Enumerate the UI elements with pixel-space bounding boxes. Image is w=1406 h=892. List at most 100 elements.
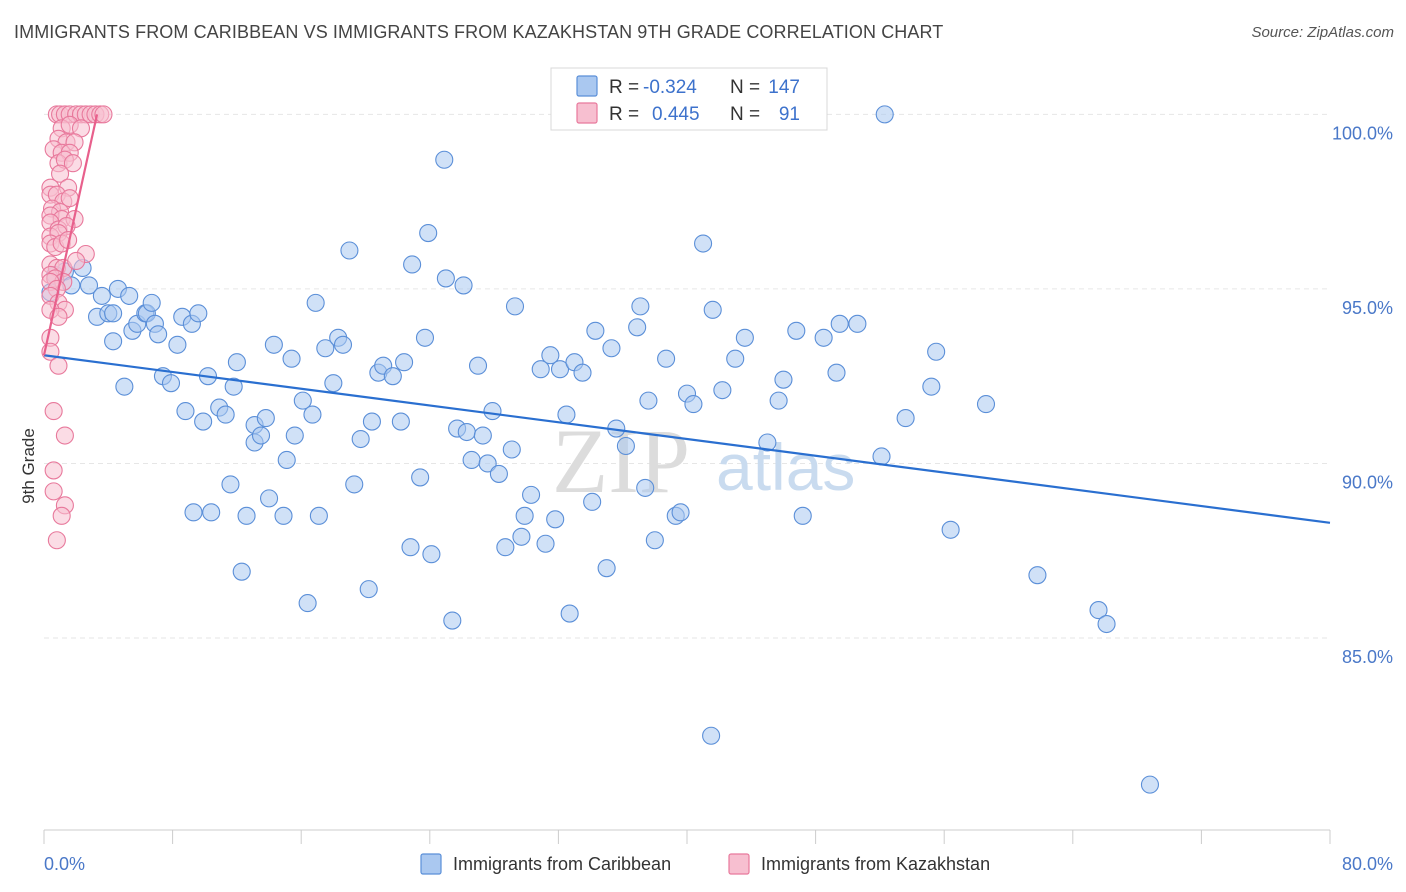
trend-line-caribbean: [43, 354, 1331, 524]
data-point-caribbean: [142, 293, 161, 312]
data-point-caribbean: [483, 402, 502, 421]
legend-swatch-kazakhstan: [576, 102, 598, 124]
data-point-caribbean: [505, 297, 525, 316]
data-point-caribbean: [1028, 566, 1047, 585]
data-point-caribbean: [616, 436, 635, 456]
watermark: ZIP atlas: [552, 410, 855, 512]
data-point-caribbean: [457, 422, 476, 442]
series-legend-label-kazakhstan: Immigrants from Kazakhstan: [761, 854, 990, 874]
data-point-caribbean: [557, 405, 576, 424]
data-point-caribbean: [541, 346, 560, 365]
data-point-caribbean: [237, 506, 256, 525]
data-point-caribbean: [194, 412, 213, 431]
data-point-caribbean: [1089, 601, 1108, 620]
data-point-caribbean: [419, 224, 438, 243]
data-point-caribbean: [232, 562, 251, 581]
data-point-caribbean: [264, 335, 283, 354]
data-point-caribbean: [536, 534, 555, 553]
data-point-caribbean: [285, 426, 304, 445]
series-legend-swatch-kazakhstan: [728, 853, 750, 875]
data-point-caribbean: [216, 405, 235, 424]
data-point-caribbean: [303, 405, 322, 424]
data-point-caribbean: [639, 391, 658, 410]
data-point-caribbean: [462, 450, 481, 470]
data-point-caribbean: [774, 370, 793, 389]
data-point-caribbean: [628, 318, 647, 337]
legend-n-label-caribbean: N =: [730, 77, 760, 98]
data-point-caribbean: [872, 447, 891, 466]
data-point-caribbean: [316, 339, 335, 358]
data-point-caribbean: [104, 332, 123, 351]
data-point-kazakhstan: [63, 154, 82, 173]
data-point-caribbean: [703, 300, 722, 319]
data-point-caribbean: [184, 503, 203, 522]
data-point-caribbean: [694, 234, 713, 253]
data-point-kazakhstan: [44, 482, 63, 501]
data-point-caribbean: [293, 391, 312, 410]
data-point-kazakhstan: [94, 105, 113, 124]
data-point-caribbean: [443, 611, 462, 630]
data-point-kazakhstan: [47, 531, 66, 550]
data-point-kazakhstan: [44, 402, 63, 421]
data-point-caribbean: [359, 580, 378, 599]
series-kazakhstan-points: [41, 105, 113, 550]
data-point-caribbean: [702, 726, 721, 745]
data-point-caribbean: [161, 374, 181, 393]
data-point-caribbean: [189, 304, 208, 323]
legend-r-label-kazakhstan: R =: [609, 104, 639, 125]
data-point-caribbean: [468, 356, 488, 375]
data-point-caribbean: [473, 426, 492, 445]
data-point-caribbean: [726, 349, 745, 368]
data-point-caribbean: [362, 412, 381, 431]
data-point-caribbean: [830, 314, 849, 333]
data-point-caribbean: [115, 377, 134, 396]
data-point-caribbean: [502, 440, 521, 459]
y-axis-label: 9th Grade: [19, 428, 38, 504]
data-point-caribbean: [309, 506, 328, 525]
data-point-caribbean: [896, 409, 915, 428]
legend-r-value-kazakhstan: 0.445: [652, 104, 700, 125]
data-point-caribbean: [403, 255, 422, 274]
data-point-kazakhstan: [55, 426, 74, 445]
y-tick-labels: 85.0% 90.0% 95.0% 100.0%: [1332, 123, 1393, 667]
data-point-kazakhstan: [52, 506, 71, 525]
data-point-caribbean: [435, 150, 454, 169]
legend-n-label-kazakhstan: N =: [730, 104, 760, 125]
y-tick-label: 85.0%: [1342, 647, 1393, 667]
data-point-caribbean: [645, 531, 664, 550]
data-point-caribbean: [324, 374, 343, 393]
data-point-caribbean: [277, 450, 296, 470]
x-tick-label-max: 80.0%: [1342, 854, 1393, 874]
data-point-caribbean: [573, 363, 592, 382]
data-point-caribbean: [976, 395, 996, 414]
data-point-caribbean: [259, 489, 279, 508]
y-tick-label: 95.0%: [1342, 298, 1393, 318]
data-point-kazakhstan: [67, 251, 86, 271]
data-point-caribbean: [395, 353, 414, 372]
legend-r-label-caribbean: R =: [609, 77, 639, 98]
series-legend-swatch-caribbean: [420, 853, 442, 875]
data-point-caribbean: [684, 395, 703, 414]
chart-title: IMMIGRANTS FROM CARIBBEAN VS IMMIGRANTS …: [14, 22, 944, 42]
data-point-caribbean: [256, 409, 275, 428]
data-point-caribbean: [120, 286, 139, 305]
data-point-caribbean: [383, 367, 402, 386]
data-point-caribbean: [422, 545, 441, 564]
data-point-caribbean: [1097, 614, 1116, 634]
data-point-caribbean: [149, 325, 168, 344]
data-point-caribbean: [586, 321, 605, 340]
data-point-caribbean: [224, 377, 243, 396]
data-point-caribbean: [298, 594, 317, 613]
data-point-caribbean: [583, 492, 602, 511]
data-point-caribbean: [631, 297, 650, 316]
data-point-caribbean: [282, 349, 301, 368]
legend-n-value-kazakhstan: 91: [779, 104, 800, 125]
data-point-caribbean: [221, 475, 240, 494]
data-point-caribbean: [827, 363, 846, 382]
data-point-caribbean: [496, 538, 515, 557]
data-point-caribbean: [546, 510, 565, 529]
stats-legend: R = -0.324 N = 147 R = 0.445 N = 91: [550, 67, 828, 131]
data-point-kazakhstan: [44, 461, 63, 480]
data-point-caribbean: [793, 506, 812, 525]
data-point-caribbean: [814, 328, 833, 347]
